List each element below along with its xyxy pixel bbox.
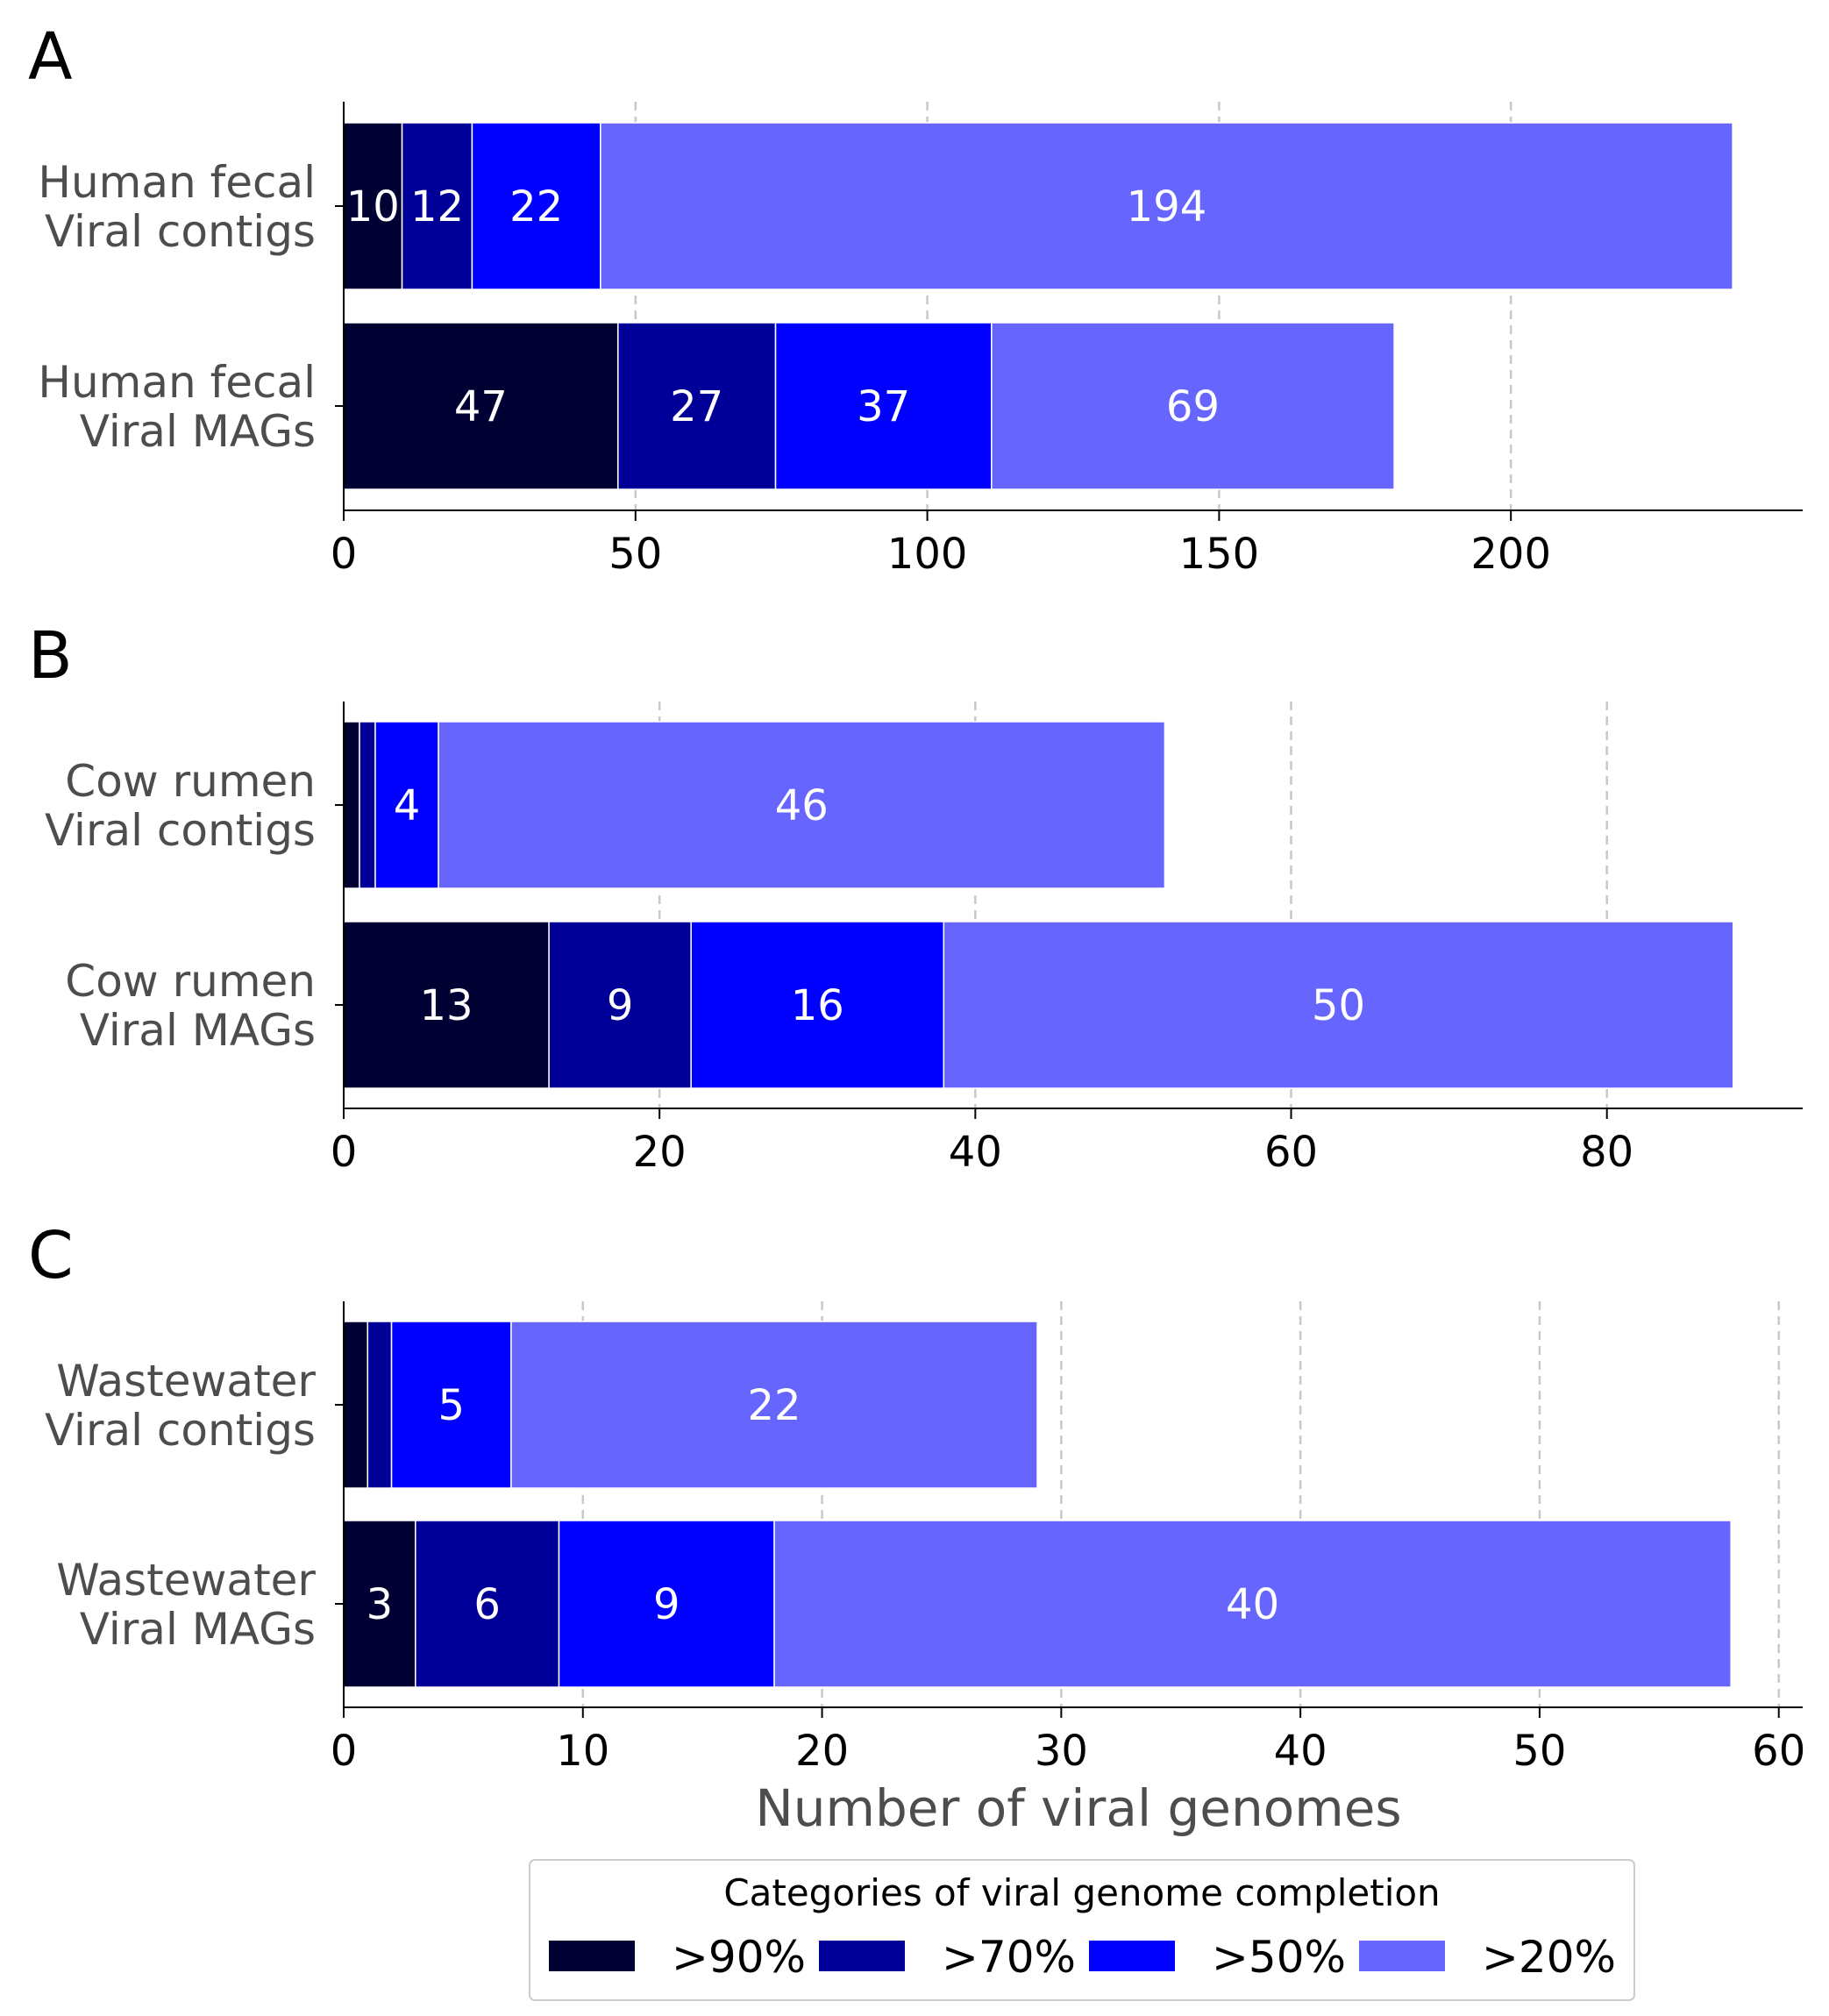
bar-segment: [773, 1520, 1732, 1688]
x-tick-label: 50: [1512, 1727, 1566, 1776]
bar-segment: [343, 1321, 369, 1489]
category-label: Human fecal Viral contigs: [38, 157, 316, 257]
bar-segment: [558, 1520, 775, 1688]
bar-value-label: 9: [607, 981, 634, 1030]
category-label: Wastewater Viral MAGs: [56, 1555, 316, 1655]
category-label: Cow rumen Viral contigs: [45, 756, 316, 856]
bar-segment: [343, 721, 360, 889]
panel-letter: C: [28, 1218, 74, 1293]
category-label: Wastewater Viral contigs: [45, 1356, 316, 1456]
x-tick-label: 60: [1752, 1727, 1805, 1776]
legend-swatch: [1359, 1941, 1445, 1971]
legend-label: >70%: [942, 1932, 1076, 1983]
legend-label: >90%: [672, 1932, 806, 1983]
category-label: Human fecal Viral MAGs: [38, 357, 316, 457]
bar-value-label: 27: [670, 382, 723, 431]
bar-value-label: 22: [747, 1381, 801, 1430]
x-tick-label: 0: [331, 530, 358, 579]
bar-value-label: 4: [394, 781, 421, 830]
legend: Categories of viral genome completion >9…: [529, 1859, 1635, 2001]
x-tick-label: 40: [949, 1128, 1002, 1177]
x-tick-label: 60: [1264, 1128, 1318, 1177]
x-tick-label: 200: [1470, 530, 1551, 579]
panel-a: A 10 12 22 194 Human fecal Viral contigs 47 27 37…: [28, 19, 1803, 579]
bar-segment: [510, 1321, 1038, 1489]
bar-value-label: 47: [454, 382, 508, 431]
bar-value-label: 22: [509, 182, 563, 232]
bar-segment: [390, 1321, 512, 1489]
legend-swatch: [549, 1941, 635, 1971]
bar-segment: [367, 1321, 393, 1489]
panel-letter: A: [28, 19, 73, 95]
x-tick-label: 100: [887, 530, 968, 579]
bar-value-label: 194: [1127, 182, 1207, 232]
x-tick-label: 20: [633, 1128, 687, 1177]
x-tick-label: 30: [1035, 1727, 1088, 1776]
panel-b: B 4 46 Cow rumen Viral contigs 13 9 16 50 Cow rum…: [28, 618, 1803, 1177]
bar-segment: [343, 1520, 416, 1688]
bar-segment: [600, 122, 1733, 290]
bar-value-label: 9: [653, 1580, 680, 1629]
legend-frame: [529, 1859, 1635, 2001]
bar-segment: [991, 322, 1395, 490]
bar-value-label: 13: [420, 981, 473, 1030]
bar-segment: [548, 921, 692, 1089]
bar-value-label: 50: [1312, 981, 1365, 1030]
bar-value-label: 12: [410, 182, 464, 232]
x-tick-label: 0: [331, 1128, 358, 1177]
bar-segment: [359, 721, 376, 889]
x-tick-label: 80: [1580, 1128, 1633, 1177]
bar-value-label: 3: [367, 1580, 394, 1629]
x-tick-label: 150: [1179, 530, 1260, 579]
legend-swatch: [1089, 1941, 1175, 1971]
x-tick-label: 0: [331, 1727, 358, 1776]
bar-value-label: 16: [791, 981, 844, 1030]
bar-segment: [415, 1520, 560, 1688]
x-tick-label: 40: [1274, 1727, 1327, 1776]
bar-segment: [943, 921, 1734, 1089]
x-tick-label: 20: [795, 1727, 849, 1776]
legend-label: >20%: [1482, 1932, 1616, 1983]
bar-value-label: 10: [346, 182, 400, 232]
bar-segment: [438, 721, 1166, 889]
bar-value-label: 5: [438, 1381, 465, 1430]
panel-c: C 5 22 Wastewater Viral contigs 3 6 9 40 Wastewat…: [28, 1218, 1805, 1776]
bar-segment: [401, 122, 473, 290]
legend-items: >90% >70% >50% >20%: [549, 1932, 1616, 1983]
x-tick-label: 10: [556, 1727, 609, 1776]
legend-label: >50%: [1212, 1932, 1346, 1983]
panel-letter: B: [28, 618, 73, 694]
legend-title: Categories of viral genome completion: [723, 1871, 1440, 1914]
x-axis-label: Number of viral genomes: [755, 1778, 1401, 1838]
bar-segment: [774, 322, 993, 490]
bar-value-label: 46: [775, 781, 829, 830]
bar-segment: [374, 721, 439, 889]
bar-segment: [343, 921, 550, 1089]
legend-swatch: [819, 1941, 905, 1971]
bar-value-label: 69: [1166, 382, 1220, 431]
category-label: Cow rumen Viral MAGs: [65, 956, 316, 1056]
bar-value-label: 37: [857, 382, 910, 431]
bar-value-label: 40: [1226, 1580, 1279, 1629]
bar-segment: [343, 122, 403, 290]
bar-value-label: 6: [473, 1580, 501, 1629]
bar-segment: [617, 322, 777, 490]
x-tick-label: 50: [608, 530, 662, 579]
